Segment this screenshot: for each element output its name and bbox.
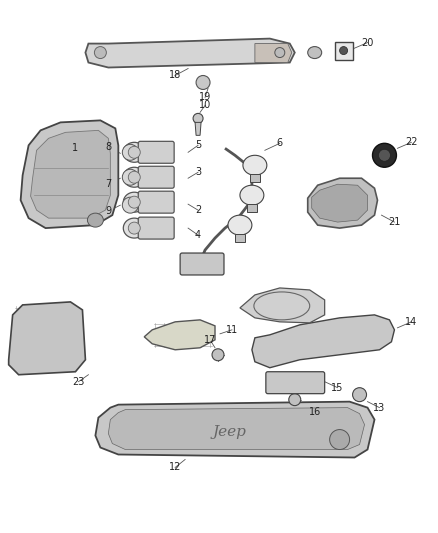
Ellipse shape — [243, 155, 267, 175]
Ellipse shape — [88, 213, 103, 227]
Ellipse shape — [228, 215, 252, 235]
Text: 4: 4 — [195, 230, 201, 240]
Text: 1: 1 — [72, 143, 78, 154]
Text: 22: 22 — [405, 138, 418, 147]
Ellipse shape — [289, 394, 301, 406]
Text: 19: 19 — [199, 92, 211, 102]
Ellipse shape — [128, 171, 140, 183]
Text: 3: 3 — [195, 167, 201, 177]
Polygon shape — [240, 288, 325, 323]
Ellipse shape — [95, 46, 106, 59]
FancyBboxPatch shape — [138, 191, 174, 213]
Ellipse shape — [308, 46, 321, 59]
Polygon shape — [255, 44, 292, 62]
Ellipse shape — [193, 114, 203, 123]
Ellipse shape — [275, 47, 285, 58]
FancyBboxPatch shape — [250, 174, 260, 182]
Polygon shape — [21, 120, 118, 228]
Text: 21: 21 — [388, 217, 401, 227]
Ellipse shape — [240, 185, 264, 205]
Ellipse shape — [128, 222, 140, 234]
FancyBboxPatch shape — [266, 372, 325, 394]
Text: 8: 8 — [105, 142, 111, 152]
Polygon shape — [312, 184, 367, 222]
Text: 14: 14 — [405, 317, 417, 327]
Text: 9: 9 — [105, 206, 111, 216]
Polygon shape — [195, 123, 201, 135]
Polygon shape — [9, 302, 85, 375]
Polygon shape — [308, 178, 378, 228]
Ellipse shape — [353, 387, 367, 402]
FancyBboxPatch shape — [335, 42, 353, 60]
Text: 18: 18 — [169, 70, 181, 80]
Polygon shape — [108, 408, 364, 449]
Text: 11: 11 — [226, 325, 238, 335]
Ellipse shape — [122, 169, 138, 185]
Text: 7: 7 — [105, 179, 112, 189]
FancyBboxPatch shape — [235, 234, 245, 242]
Ellipse shape — [124, 218, 145, 238]
Ellipse shape — [339, 46, 348, 54]
Text: 5: 5 — [195, 140, 201, 150]
Text: 6: 6 — [277, 139, 283, 148]
Text: 13: 13 — [373, 402, 385, 413]
Ellipse shape — [212, 349, 224, 361]
Ellipse shape — [128, 147, 140, 158]
Ellipse shape — [372, 143, 396, 167]
Text: 23: 23 — [72, 377, 85, 387]
Ellipse shape — [122, 197, 138, 213]
Text: 17: 17 — [204, 335, 216, 345]
Text: Jeep: Jeep — [213, 425, 247, 439]
Polygon shape — [252, 315, 395, 368]
Text: 2: 2 — [195, 205, 201, 215]
Text: 10: 10 — [199, 100, 211, 110]
Ellipse shape — [378, 149, 390, 161]
Ellipse shape — [124, 192, 145, 212]
FancyBboxPatch shape — [138, 217, 174, 239]
Polygon shape — [95, 402, 374, 457]
Text: 20: 20 — [361, 38, 374, 47]
Text: 15: 15 — [332, 383, 344, 393]
Polygon shape — [85, 38, 295, 68]
FancyBboxPatch shape — [138, 141, 174, 163]
FancyBboxPatch shape — [247, 204, 257, 212]
Ellipse shape — [124, 142, 145, 162]
Ellipse shape — [196, 76, 210, 90]
Text: 16: 16 — [308, 407, 321, 417]
FancyBboxPatch shape — [180, 253, 224, 275]
Polygon shape — [31, 131, 110, 218]
Ellipse shape — [122, 144, 138, 160]
Polygon shape — [144, 320, 215, 350]
Ellipse shape — [128, 196, 140, 208]
Ellipse shape — [124, 167, 145, 187]
Text: 12: 12 — [169, 463, 181, 472]
Ellipse shape — [330, 430, 350, 449]
FancyBboxPatch shape — [138, 166, 174, 188]
